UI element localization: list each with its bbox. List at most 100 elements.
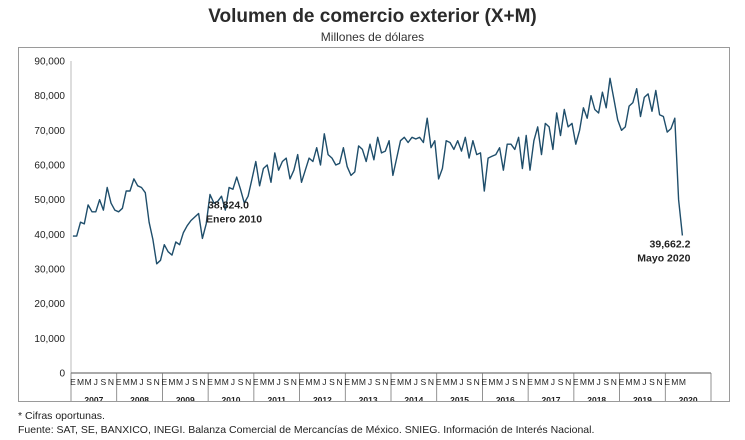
x-month-label: N — [611, 377, 617, 387]
x-month-label: J — [322, 377, 326, 387]
x-month-label: J — [368, 377, 372, 387]
x-month-label: M — [488, 377, 495, 387]
x-month-label: E — [161, 377, 167, 387]
x-month-label: S — [558, 377, 564, 387]
annotation-label: Mayo 2020 — [637, 253, 690, 265]
x-month-label: N — [519, 377, 525, 387]
x-month-label: E — [436, 377, 442, 387]
x-month-label: N — [474, 377, 480, 387]
x-month-label: M — [496, 377, 503, 387]
x-month-label: N — [154, 377, 160, 387]
annotation-value: 39,662.2 — [650, 239, 691, 251]
x-month-label: N — [199, 377, 205, 387]
x-month-label: J — [276, 377, 280, 387]
x-month-label: N — [428, 377, 434, 387]
x-year-label: 2017 — [542, 395, 561, 401]
y-tick-label: 0 — [59, 369, 65, 380]
x-month-label: M — [633, 377, 640, 387]
x-month-label: S — [238, 377, 244, 387]
x-month-label: M — [214, 377, 221, 387]
x-year-label: 2010 — [222, 395, 241, 401]
x-month-label: S — [603, 377, 609, 387]
x-month-label: E — [664, 377, 670, 387]
x-month-label: S — [192, 377, 198, 387]
x-year-label: 2018 — [587, 395, 606, 401]
x-month-label: M — [351, 377, 358, 387]
x-month-label: E — [619, 377, 625, 387]
x-month-label: S — [101, 377, 107, 387]
x-month-label: M — [260, 377, 267, 387]
x-month-label: E — [299, 377, 305, 387]
series-line — [72, 77, 684, 265]
x-year-label: 2015 — [450, 395, 469, 401]
x-month-label: E — [573, 377, 579, 387]
x-month-label: M — [267, 377, 274, 387]
y-tick-label: 60,000 — [34, 161, 65, 172]
chart-subtitle: Millones de dólares — [320, 30, 425, 44]
x-year-label: 2008 — [130, 395, 149, 401]
x-year-label: 2013 — [359, 395, 378, 401]
x-month-label: J — [642, 377, 646, 387]
x-month-label: J — [505, 377, 509, 387]
x-month-label: S — [421, 377, 427, 387]
y-tick-label: 30,000 — [34, 265, 65, 276]
x-month-label: M — [168, 377, 175, 387]
x-month-label: N — [291, 377, 297, 387]
x-month-label: E — [527, 377, 533, 387]
y-tick-label: 20,000 — [34, 299, 65, 310]
x-year-label: 2007 — [84, 395, 103, 401]
y-tick-label: 10,000 — [34, 334, 65, 345]
x-month-label: S — [283, 377, 289, 387]
x-month-label: S — [512, 377, 518, 387]
x-month-label: S — [146, 377, 152, 387]
x-month-label: M — [222, 377, 229, 387]
y-tick-label: 90,000 — [34, 57, 65, 68]
footnote-source: Fuente: SAT, SE, BANXICO, INEGI. Balanza… — [18, 424, 595, 436]
x-month-label: M — [450, 377, 457, 387]
x-month-label: M — [77, 377, 84, 387]
x-month-label: M — [679, 377, 686, 387]
x-month-label: E — [116, 377, 122, 387]
x-month-label: E — [344, 377, 350, 387]
x-month-label: S — [649, 377, 655, 387]
x-year-label: 2012 — [313, 395, 332, 401]
x-month-label: J — [414, 377, 418, 387]
footnote-note: * Cifras oportunas. — [18, 410, 105, 422]
x-month-label: S — [329, 377, 335, 387]
x-month-label: M — [85, 377, 92, 387]
x-month-label: M — [359, 377, 366, 387]
x-month-label: M — [534, 377, 541, 387]
x-month-label: M — [176, 377, 183, 387]
x-month-label: J — [459, 377, 463, 387]
x-month-label: E — [70, 377, 76, 387]
y-tick-label: 50,000 — [34, 195, 65, 206]
x-month-label: M — [542, 377, 549, 387]
x-month-label: M — [130, 377, 137, 387]
x-month-label: J — [94, 377, 98, 387]
y-tick-label: 40,000 — [34, 230, 65, 241]
x-month-label: M — [123, 377, 130, 387]
x-month-label: S — [375, 377, 381, 387]
x-month-label: J — [551, 377, 555, 387]
x-month-label: M — [443, 377, 450, 387]
x-month-label: J — [185, 377, 189, 387]
x-month-label: N — [337, 377, 343, 387]
x-month-label: N — [382, 377, 388, 387]
x-year-label: 2009 — [176, 395, 195, 401]
x-month-label: M — [587, 377, 594, 387]
x-month-label: S — [466, 377, 472, 387]
x-month-label: M — [671, 377, 678, 387]
x-month-label: N — [245, 377, 251, 387]
chart-area: 0 10,000 20,000 30,000 40,000 50,000 60,000 70,… — [18, 47, 730, 402]
x-year-label: 2014 — [404, 395, 423, 401]
x-month-label: N — [565, 377, 571, 387]
x-year-label: 2019 — [633, 395, 652, 401]
x-month-label: J — [139, 377, 143, 387]
x-month-label: M — [397, 377, 404, 387]
annotation-label: Enero 2010 — [206, 213, 262, 225]
x-month-label: M — [405, 377, 412, 387]
x-month-label: M — [313, 377, 320, 387]
annotation-value: 38,824.0 — [208, 199, 249, 211]
x-year-label: 2011 — [267, 395, 286, 401]
x-month-label: E — [253, 377, 259, 387]
